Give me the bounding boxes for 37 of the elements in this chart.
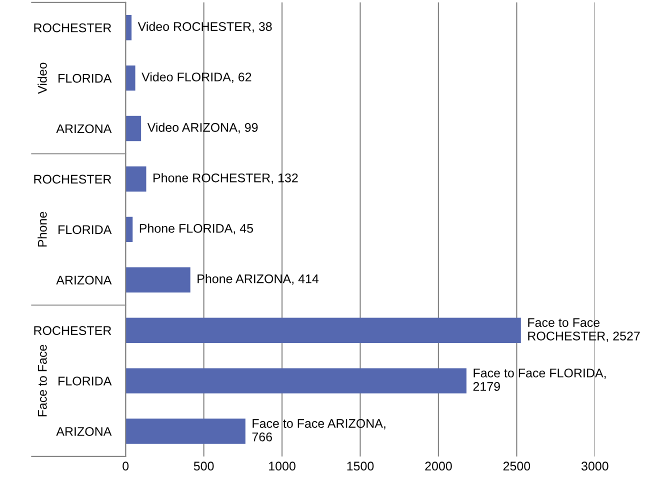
y-tick-label: FLORIDA <box>58 225 112 234</box>
data-label: Phone FLORIDA, 45 <box>140 224 254 234</box>
x-tick-label: 1000 <box>269 462 296 471</box>
y-tick-label: FLORIDA <box>58 74 112 83</box>
x-tick-label: 500 <box>194 462 214 471</box>
x-tick-label: 0 <box>122 462 129 471</box>
bar <box>126 418 246 444</box>
bar <box>126 15 132 40</box>
data-label: Video ARIZONA, 99 <box>147 122 258 134</box>
bar <box>126 166 146 192</box>
bar <box>126 116 142 142</box>
x-tick-label: 3000 <box>581 462 608 471</box>
data-label: Phone ROCHESTER, 132 <box>154 173 298 184</box>
data-label: Phone ARIZONA, 414 <box>198 274 319 285</box>
y-tick-label: ROCHESTER <box>34 326 112 336</box>
bar <box>126 368 466 394</box>
x-tick-label: 1500 <box>347 462 374 471</box>
bar <box>126 318 521 343</box>
text: Face to Face <box>38 344 47 416</box>
y-tick-label: ARIZONA <box>56 427 112 436</box>
data-label: Video ROCHESTER, 38 <box>138 22 272 32</box>
bar <box>126 267 190 293</box>
y-tick-label: ARIZONA <box>56 276 112 285</box>
y-tick-label: ROCHESTER <box>34 174 112 184</box>
y-tick-label: ROCHESTER <box>34 23 112 32</box>
y-tick-label: ARIZONA <box>56 124 112 134</box>
data-label: Face to Face FLORIDA, 2179 <box>473 368 606 391</box>
data-label: Face to Face ARIZONA, 766 <box>252 419 386 442</box>
x-tick-label: 2500 <box>503 462 530 471</box>
x-tick-label: 2000 <box>425 462 452 471</box>
text: Phone <box>38 212 47 246</box>
text: Video <box>38 62 47 94</box>
data-label: Video FLORIDA, 62 <box>142 72 252 83</box>
y-tick-label: FLORIDA <box>58 376 112 386</box>
data-label: Face to Face ROCHESTER, 2527 <box>528 318 640 342</box>
bar <box>126 216 133 242</box>
bar <box>126 65 136 91</box>
